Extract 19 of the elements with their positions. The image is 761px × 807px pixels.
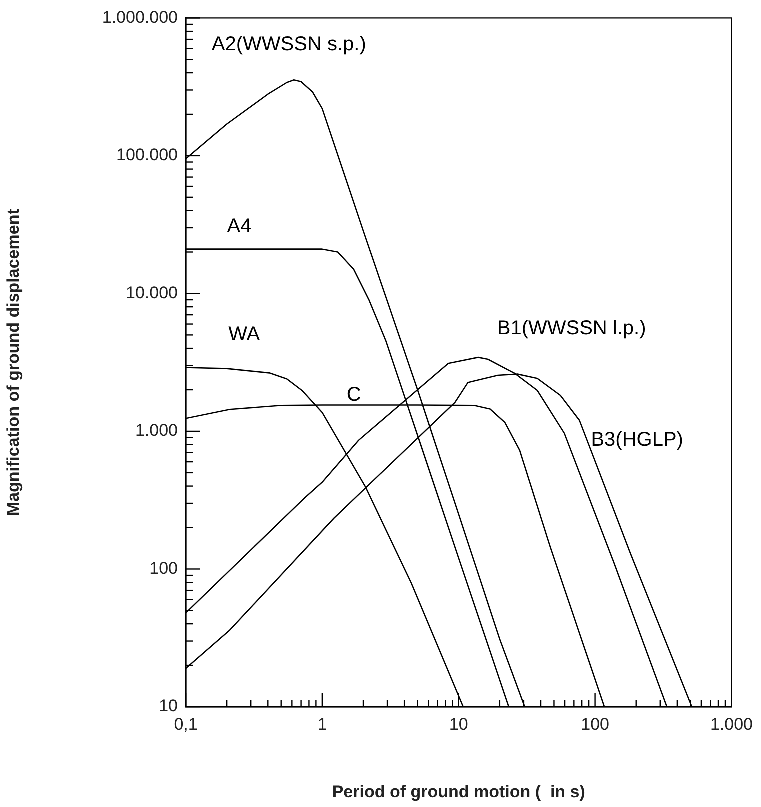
y-tick-label: 1.000 bbox=[135, 421, 178, 440]
series-label: B3(HGLP) bbox=[591, 428, 684, 451]
y-axis-title: Magnification of ground displacement bbox=[4, 208, 23, 516]
x-tick-label: 0,1 bbox=[174, 714, 198, 734]
y-tick-label: 100 bbox=[150, 558, 178, 578]
x-tick-label: 1 bbox=[318, 714, 328, 734]
y-tick-label: 1.000.000 bbox=[102, 8, 178, 27]
y-tick-label: 100.000 bbox=[116, 146, 178, 165]
y-tick-label: 10.000 bbox=[126, 283, 178, 302]
series-label: C bbox=[346, 384, 362, 406]
x-tick-label: 1.000 bbox=[710, 714, 754, 734]
y-tick-label: 10 bbox=[159, 696, 178, 716]
series-label: B1(WWSSN l.p.) bbox=[497, 317, 646, 340]
series-label: A4 bbox=[227, 215, 252, 238]
x-axis-title: Period of ground motion ( in s) bbox=[332, 782, 586, 802]
series-label: A2(WWSSN s.p.) bbox=[212, 34, 366, 56]
x-tick-label: 10 bbox=[449, 714, 468, 734]
series-label: WA bbox=[228, 324, 261, 346]
x-tick-label: 100 bbox=[581, 714, 610, 734]
